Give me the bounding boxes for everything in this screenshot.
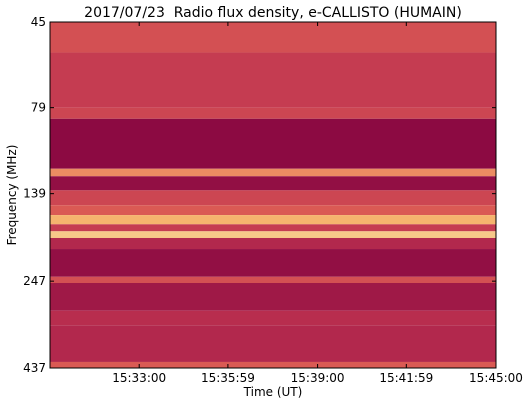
y-axis-label: Frequency (MHz) [5,145,19,246]
y-tick-label: 45 [31,15,46,29]
x-tick-label: 15:39:00 [291,371,345,385]
y-tick-label: 79 [31,101,46,115]
spectrum-band [50,107,496,119]
spectrum-band [50,310,496,326]
x-axis-label: Time (UT) [243,385,303,399]
spectrum-band [50,22,496,53]
x-tick-label: 15:41:59 [379,371,433,385]
spectrum-band [50,118,496,169]
y-tick-label: 437 [23,361,46,375]
spectrum-band [50,190,496,206]
spectrum-band [50,231,496,238]
spectrum-band [50,205,496,216]
y-tick-label: 139 [23,187,46,201]
spectrum-band [50,237,496,250]
spectrum-band [50,176,496,191]
y-tick-label: 247 [23,274,46,288]
spectrum-band [50,361,496,368]
spectrum-band [50,282,496,311]
x-tick-label: 15:45:00 [469,371,523,385]
spectrum-band [50,215,496,225]
plot-area [50,22,496,368]
spectrum-band [50,168,496,177]
spectrum-band [50,325,496,362]
spectrum-band [50,276,496,283]
x-tick-label: 15:35:59 [201,371,255,385]
plot-frame [49,21,497,369]
chart-title: 2017/07/23 Radio flux density, e-CALLIST… [84,5,462,21]
spectrum-band [50,249,496,277]
x-tick-label: 15:33:00 [112,371,166,385]
spectrum-band [50,224,496,232]
spectrum-band [50,52,496,108]
